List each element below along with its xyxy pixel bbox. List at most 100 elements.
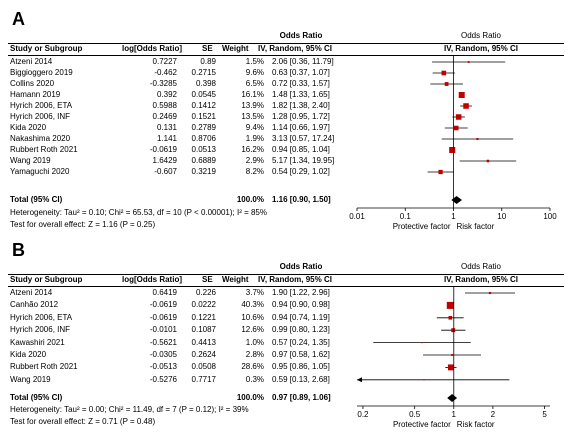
log-odds-ratio: 0.6419	[152, 288, 177, 297]
x-tick-label: 0.5	[409, 410, 421, 419]
col-header-ci: IV, Random, 95% CI	[258, 275, 332, 284]
study-marker	[421, 342, 423, 344]
study-marker	[447, 364, 454, 371]
study-weight: 1.0%	[245, 337, 264, 347]
forest-plot-b: B Odds Ratio Odds Ratio Study or Subgrou…	[0, 232, 573, 441]
study-weight: 16.2%	[241, 145, 264, 154]
study-weight: 16.1%	[241, 90, 264, 99]
total-ci: 1.16 [0.90, 1.50]	[272, 195, 331, 204]
x-tick-label: 0.2	[357, 410, 369, 419]
standard-error: 0.4413	[191, 337, 216, 347]
odds-ratio-ci: 0.57 [0.24, 1.35]	[272, 337, 330, 347]
pooled-diamond	[451, 196, 462, 204]
odds-ratio-ci: 0.63 [0.37, 1.07]	[272, 68, 330, 77]
standard-error: 0.1087	[191, 325, 216, 335]
standard-error: 0.89	[200, 57, 216, 66]
study-name: Hyrich 2006, ETA	[10, 312, 73, 322]
study-name: Hyrich 2006, INF	[10, 325, 71, 335]
odds-ratio-ci: 0.72 [0.33, 1.57]	[272, 79, 330, 88]
standard-error: 0.6889	[191, 156, 216, 165]
log-odds-ratio: -0.5621	[149, 337, 177, 347]
log-odds-ratio: 0.2469	[152, 112, 177, 121]
odds-ratio-ci: 1.28 [0.95, 1.72]	[272, 112, 330, 121]
log-odds-ratio: -0.0619	[149, 300, 177, 310]
log-odds-ratio: 0.5988	[152, 101, 177, 110]
forest-plot-svg: 0.2 0.5 1 2 5 Protective factor Risk factor	[357, 286, 550, 429]
study-name: Hyrich 2006, INF	[10, 112, 71, 121]
log-odds-ratio: -0.0513	[149, 362, 177, 372]
odds-ratio-ci: 1.90 [1.22, 2.96]	[272, 288, 330, 297]
study-marker	[451, 328, 456, 333]
col-header-se: SE	[202, 44, 213, 53]
x-tick-label: 100	[543, 212, 557, 221]
header-top-rule	[8, 43, 564, 44]
standard-error: 0.0508	[191, 362, 216, 372]
study-marker	[438, 169, 443, 175]
log-odds-ratio: -0.0305	[149, 350, 177, 359]
study-name: Nakashima 2020	[10, 134, 71, 143]
study-name: Kida 2020	[10, 123, 47, 132]
standard-error: 0.0222	[191, 300, 216, 310]
odds-ratio-ci: 5.17 [1.34, 19.95]	[272, 156, 335, 165]
study-weight: 1.5%	[245, 57, 264, 66]
forest-plot-svg: 0.01 0.1 1 10 100 Protective factor Risk facto…	[349, 55, 557, 231]
favours-left-label: Protective factor	[393, 222, 451, 231]
study-marker	[463, 103, 469, 109]
pooled-diamond	[447, 394, 458, 402]
odds-ratio-ci: 1.82 [1.38, 2.40]	[272, 101, 330, 110]
col-header-ci: IV, Random, 95% CI	[258, 44, 332, 53]
ci-clip-arrow	[357, 377, 362, 383]
standard-error: 0.7717	[191, 374, 216, 384]
study-weight: 8.2%	[245, 167, 264, 176]
study-weight: 28.6%	[241, 362, 264, 372]
study-name: Canhão 2012	[10, 300, 59, 310]
study-weight: 9.6%	[245, 68, 264, 77]
log-odds-ratio: 1.141	[156, 134, 177, 143]
study-weight: 2.8%	[245, 350, 264, 359]
x-tick-label: 2	[491, 410, 496, 419]
header-method-right: IV, Random, 95% CI	[444, 275, 518, 284]
study-marker	[449, 147, 456, 153]
odds-ratio-ci: 1.48 [1.33, 1.65]	[272, 90, 330, 99]
study-weight: 13.5%	[241, 112, 264, 121]
study-marker	[488, 291, 492, 295]
study-marker	[448, 316, 453, 320]
standard-error: 0.8706	[191, 134, 216, 143]
study-name: Hamann 2019	[10, 90, 61, 99]
header-group-right: Odds Ratio	[460, 31, 502, 40]
odds-ratio-ci: 0.94 [0.85, 1.04]	[272, 145, 330, 154]
standard-error: 0.2715	[191, 68, 216, 77]
odds-ratio-ci: 1.14 [0.66, 1.97]	[272, 123, 330, 132]
study-marker	[453, 125, 459, 131]
study-name: Yamaguchi 2020	[10, 167, 70, 176]
header-bottom-rule	[8, 286, 564, 287]
favours-left-label: Protective factor	[393, 420, 451, 429]
study-weight: 12.6%	[241, 325, 264, 335]
total-label: Total (95% CI)	[10, 393, 63, 402]
log-odds-ratio: 0.7227	[152, 57, 177, 66]
standard-error: 0.398	[195, 79, 216, 88]
study-marker	[467, 61, 470, 63]
study-name: Kida 2020	[10, 350, 47, 359]
panel-label: A	[12, 9, 25, 29]
log-odds-ratio: 0.392	[156, 90, 177, 99]
x-tick-label: 5	[542, 410, 547, 419]
col-header-logor: log[Odds Ratio]	[122, 44, 182, 53]
total-weight: 100.0%	[236, 195, 264, 204]
study-weight: 3.7%	[245, 288, 264, 297]
forest-plot-a: A Odds Ratio Odds Ratio Study or Subgrou…	[0, 0, 573, 231]
favours-right-label: Risk factor	[457, 222, 495, 231]
study-name: Atzeni 2014	[10, 57, 53, 66]
study-weight: 9.4%	[245, 123, 264, 132]
header-method-right: IV, Random, 95% CI	[444, 44, 518, 53]
odds-ratio-ci: 0.94 [0.74, 1.19]	[272, 312, 330, 322]
standard-error: 0.2624	[191, 350, 216, 359]
odds-ratio-ci: 0.97 [0.58, 1.62]	[272, 350, 330, 359]
study-name: Rubbert Roth 2021	[10, 362, 78, 372]
log-odds-ratio: 0.131	[156, 123, 177, 132]
odds-ratio-ci: 3.13 [0.57, 17.24]	[272, 134, 335, 143]
total-label: Total (95% CI)	[10, 195, 63, 204]
panel-label: B	[12, 240, 25, 260]
study-weight: 6.5%	[245, 79, 264, 88]
study-marker	[486, 159, 490, 163]
